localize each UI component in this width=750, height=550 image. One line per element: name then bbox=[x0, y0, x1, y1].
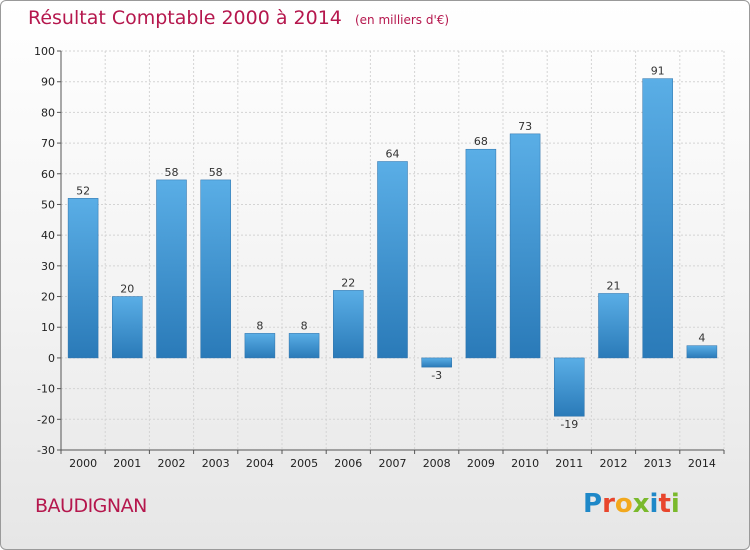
logo-letter: o bbox=[614, 489, 633, 519]
x-tick-label: 2002 bbox=[158, 457, 186, 470]
x-tick-label: 2011 bbox=[555, 457, 583, 470]
x-tick-label: 2008 bbox=[423, 457, 451, 470]
bar-value-label: 8 bbox=[301, 319, 308, 332]
y-tick-label: 70 bbox=[41, 137, 55, 150]
x-tick-label: 2014 bbox=[688, 457, 716, 470]
chart-title: Résultat Comptable 2000 à 2014 bbox=[28, 7, 342, 29]
y-tick-label: 100 bbox=[34, 45, 55, 58]
bar-2013 bbox=[642, 78, 673, 359]
title-line: Résultat Comptable 2000 à 2014 (en milli… bbox=[28, 7, 449, 29]
bar-value-label: 20 bbox=[120, 283, 134, 296]
y-tick-label: 40 bbox=[41, 229, 55, 242]
bar-value-label: -19 bbox=[560, 418, 578, 431]
y-tick-label: 80 bbox=[41, 106, 55, 119]
y-tick-label: 60 bbox=[41, 168, 55, 181]
labels: -30 -20 -10 0 10 20 30 40 50 60 70 80 90 100 52 2000 20 2… bbox=[34, 45, 716, 470]
bar-value-label: 73 bbox=[518, 120, 532, 133]
y-tick-label: 0 bbox=[48, 352, 55, 365]
x-tick-label: 2005 bbox=[290, 457, 318, 470]
bar-2008 bbox=[421, 357, 452, 368]
bar-2001 bbox=[112, 296, 143, 359]
y-tick-label: 50 bbox=[41, 198, 55, 211]
logo-letter: t bbox=[658, 489, 671, 519]
bar-2004 bbox=[244, 333, 276, 359]
commune-name: BAUDIGNAN bbox=[35, 495, 147, 517]
bar-2014 bbox=[686, 345, 718, 359]
bar-2009 bbox=[465, 148, 497, 359]
y-tick-label: -20 bbox=[37, 413, 55, 426]
bar-2005 bbox=[288, 333, 320, 359]
logo-letter: r bbox=[602, 489, 615, 519]
y-tick-label: -30 bbox=[37, 444, 55, 457]
x-tick-label: 2007 bbox=[379, 457, 407, 470]
bar-2006 bbox=[333, 290, 364, 359]
bar-value-label: 91 bbox=[651, 65, 665, 78]
logo-letter: i bbox=[670, 489, 680, 519]
bar-value-label: 21 bbox=[607, 279, 621, 292]
x-tick-label: 2010 bbox=[511, 457, 539, 470]
y-tick-label: 30 bbox=[41, 260, 55, 273]
bar-value-label: 68 bbox=[474, 135, 488, 148]
bar-value-label: -3 bbox=[431, 369, 442, 382]
logo-letter: P bbox=[583, 489, 603, 519]
x-tick-label: 2004 bbox=[246, 457, 274, 470]
bar-value-label: 8 bbox=[256, 319, 263, 332]
bar-value-label: 58 bbox=[209, 166, 223, 179]
logo-letter: x bbox=[632, 489, 650, 519]
x-tick-label: 2012 bbox=[600, 457, 628, 470]
y-tick-label: 90 bbox=[41, 76, 55, 89]
bar-value-label: 22 bbox=[341, 276, 355, 289]
x-tick-label: 2009 bbox=[467, 457, 495, 470]
bar-value-label: 58 bbox=[165, 166, 179, 179]
axes bbox=[57, 50, 725, 454]
bar-value-label: 52 bbox=[76, 184, 90, 197]
bar-2012 bbox=[598, 293, 629, 359]
y-tick-label: 10 bbox=[41, 321, 55, 334]
logo-letter: i bbox=[649, 489, 659, 519]
proxiti-logo: Proxiti bbox=[583, 489, 680, 519]
bar-2002 bbox=[156, 179, 187, 359]
bars bbox=[67, 78, 718, 417]
y-tick-label: 20 bbox=[41, 291, 55, 304]
x-tick-label: 2000 bbox=[69, 457, 97, 470]
bar-2010 bbox=[509, 133, 541, 359]
x-tick-label: 2003 bbox=[202, 457, 230, 470]
bar-value-label: 64 bbox=[386, 147, 400, 160]
bar-2003 bbox=[200, 179, 231, 359]
x-tick-label: 2006 bbox=[334, 457, 362, 470]
chart-subtitle: (en milliers d'€) bbox=[354, 13, 450, 27]
y-tick-label: -10 bbox=[37, 383, 55, 396]
bar-value-label: 4 bbox=[698, 332, 705, 345]
x-tick-label: 2001 bbox=[113, 457, 141, 470]
bar-2007 bbox=[377, 161, 408, 359]
bar-2011 bbox=[554, 357, 585, 417]
bar-2000 bbox=[67, 198, 99, 359]
x-tick-label: 2013 bbox=[644, 457, 672, 470]
